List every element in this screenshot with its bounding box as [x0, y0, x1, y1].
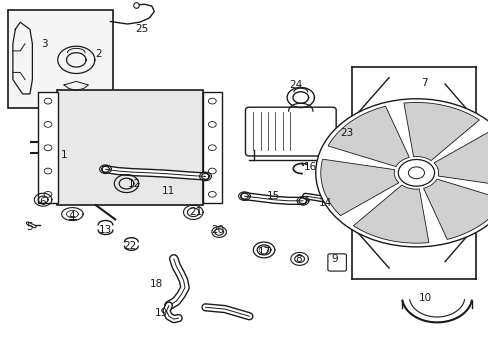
Circle shape: [407, 167, 424, 179]
Polygon shape: [403, 103, 478, 161]
Circle shape: [315, 99, 488, 247]
Circle shape: [44, 122, 52, 127]
Text: 2: 2: [95, 49, 102, 59]
Circle shape: [44, 145, 52, 150]
Circle shape: [208, 122, 216, 127]
FancyBboxPatch shape: [327, 254, 346, 271]
Circle shape: [44, 192, 52, 197]
Text: 13: 13: [99, 225, 112, 235]
Text: 22: 22: [123, 241, 136, 251]
Text: 14: 14: [318, 198, 331, 208]
Bar: [57, 90, 203, 205]
Text: 18: 18: [150, 279, 163, 289]
Text: 19: 19: [155, 308, 168, 318]
Polygon shape: [433, 130, 488, 186]
Text: 25: 25: [135, 24, 148, 34]
Text: 15: 15: [266, 191, 280, 201]
Text: 20: 20: [211, 225, 224, 235]
Text: 7: 7: [421, 78, 427, 88]
Text: 11: 11: [162, 186, 175, 196]
Circle shape: [208, 145, 216, 150]
Circle shape: [398, 159, 434, 186]
Text: 23: 23: [340, 129, 353, 138]
Polygon shape: [327, 106, 408, 167]
Text: 5: 5: [26, 222, 33, 231]
Circle shape: [44, 98, 52, 104]
Text: 21: 21: [189, 207, 202, 217]
Text: 16: 16: [303, 162, 316, 172]
Text: 6: 6: [39, 197, 45, 207]
Circle shape: [208, 192, 216, 197]
Polygon shape: [423, 179, 488, 239]
Polygon shape: [320, 159, 398, 216]
Text: 17: 17: [257, 247, 270, 257]
Circle shape: [208, 168, 216, 174]
Text: 10: 10: [418, 293, 430, 303]
Text: 24: 24: [288, 80, 302, 90]
Text: 9: 9: [331, 254, 337, 264]
Text: 1: 1: [61, 150, 67, 160]
Polygon shape: [353, 185, 428, 243]
Circle shape: [208, 98, 216, 104]
Text: 4: 4: [68, 211, 75, 221]
Bar: [57, 90, 203, 205]
Text: 12: 12: [128, 179, 141, 189]
Text: 8: 8: [294, 254, 301, 264]
Bar: [8, 10, 113, 108]
Bar: [38, 92, 58, 203]
Bar: [203, 92, 221, 203]
Text: 3: 3: [41, 39, 48, 49]
FancyBboxPatch shape: [245, 107, 335, 156]
Circle shape: [44, 168, 52, 174]
